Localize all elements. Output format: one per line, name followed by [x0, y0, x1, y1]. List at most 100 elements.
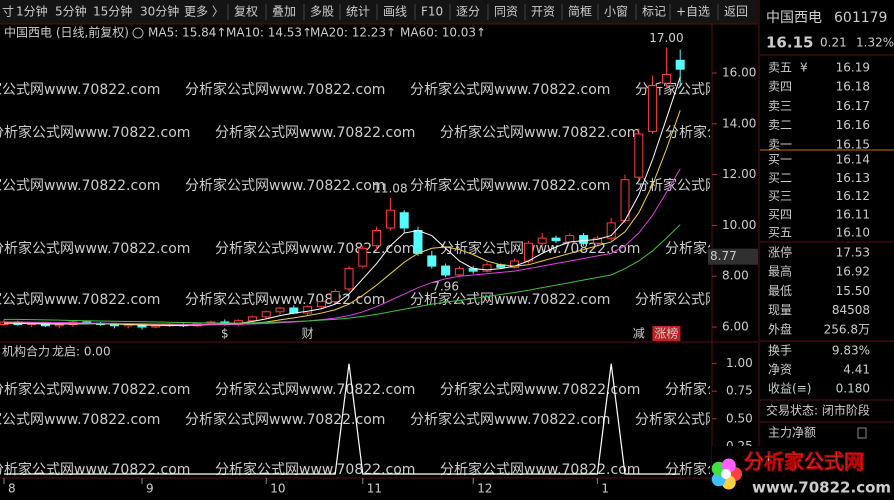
stock-code: 601179 — [834, 10, 887, 26]
buy-label: 买二 — [768, 171, 792, 185]
settings-icon — [132, 27, 144, 39]
stat-label: 换手 — [768, 344, 792, 358]
stat-value: 4.41 — [843, 363, 870, 377]
toolbar-button[interactable]: 标记 — [642, 5, 666, 19]
stat-value: 84508 — [832, 303, 870, 317]
watermark-text: 分析家公式网www.70822.com — [185, 411, 385, 428]
toolbar-button[interactable]: 返回 — [724, 5, 748, 19]
main-net: 主力净额 — [768, 426, 816, 440]
y-tick-label: 16.00 — [722, 65, 756, 79]
watermark-text: 分析家公式网www.70822.com — [665, 381, 865, 398]
toolbar-button[interactable]: 多股 — [310, 5, 334, 19]
buy-price: 16.14 — [836, 153, 870, 167]
candle-body — [247, 316, 257, 322]
y-tick-label: 6.00 — [722, 320, 749, 334]
logo-bg — [712, 446, 894, 500]
logo-url: www.70822.com — [752, 479, 891, 497]
buy-label: 买三 — [768, 189, 792, 203]
candle-body — [523, 242, 533, 262]
candle-body — [385, 209, 395, 229]
candle-body — [579, 235, 589, 244]
logo: 分析家公式网 www.70822.com — [711, 446, 894, 500]
sell-label: 卖一 — [768, 137, 792, 151]
buy-price: 16.11 — [836, 207, 870, 221]
candle-body — [648, 85, 658, 132]
watermark-text: 分析家公式网www.70822.com — [410, 291, 610, 308]
watermark-text: 分析家公式网www.70822.com — [665, 240, 865, 257]
toolbar-button[interactable]: 开资 — [531, 5, 555, 19]
watermark-text: 分析家公式网www.70822.com — [635, 291, 835, 308]
candle-body — [413, 230, 423, 254]
price: 16.15 — [766, 34, 813, 52]
toolbar-button[interactable]: F10 — [421, 5, 443, 19]
stat-value: 16.92 — [836, 265, 870, 279]
toolbar-button[interactable]: 同资 — [494, 5, 518, 19]
toolbar-button[interactable]: 30分钟 — [140, 4, 179, 19]
candle-body — [592, 237, 602, 244]
toolbar-button[interactable]: 1分钟 — [16, 4, 48, 19]
candle-body — [330, 290, 340, 303]
candle-body — [109, 324, 119, 327]
buy-label: 买五 — [768, 226, 792, 240]
toolbar-button[interactable]: 简框 — [568, 5, 592, 19]
candle-body — [399, 212, 409, 229]
stat-label: 净资 — [768, 363, 792, 377]
toolbar-button[interactable]: +自选 — [676, 5, 710, 19]
toolbar-button[interactable]: 叠加 — [272, 5, 296, 19]
toolbar-button[interactable]: 15分钟 — [93, 4, 132, 19]
signal-box — [652, 326, 681, 341]
watermark-text: 分析家公式网www.70822.com — [0, 291, 160, 308]
buy-label: 买一 — [768, 153, 792, 167]
percent: 1.32% — [856, 36, 894, 50]
candle-body — [537, 237, 547, 244]
indicator-title: 机构合力 — [2, 344, 50, 359]
watermark-text: 分析家公式网www.70822.com — [185, 177, 385, 194]
chart-title: 中国西电 (日线,前复权) — [4, 25, 129, 40]
candle-body — [372, 230, 382, 247]
toolbar-button[interactable]: 统计 — [346, 5, 370, 19]
toolbar-button[interactable]: 小窗 — [604, 5, 628, 19]
candle-body — [551, 237, 561, 242]
watermark-text: 分析家公式网www.70822.com — [410, 81, 610, 98]
watermark-text: 分析家公式网www.70822.com — [215, 124, 415, 141]
legend-entry: MA20: 12.23↑ — [310, 26, 396, 40]
stock-name: 中国西电 — [766, 10, 822, 26]
watermark-text: 分析家公式网www.70822.com — [215, 461, 415, 478]
watermark-text: 分析家公式网www.70822.com — [0, 81, 160, 98]
sell-price: 16.19 — [836, 61, 870, 75]
buy-label: 买四 — [768, 207, 792, 221]
stat-value: 9.83% — [832, 344, 870, 358]
watermark-text: 分析家公式网www.70822.com — [0, 411, 160, 428]
logo-title: 分析家公式网 — [744, 450, 864, 474]
y-tick-label: 1.00 — [726, 356, 753, 370]
toolbar-button[interactable]: 更多 〉 — [184, 5, 224, 19]
sell-label: 卖五 — [768, 61, 792, 75]
change: 0.21 — [820, 36, 847, 50]
buy-price: 16.12 — [836, 189, 870, 203]
price-annotation: 17.00 — [649, 31, 683, 45]
price-annotation: 11.08 — [373, 181, 407, 195]
toolbar-button[interactable]: 复权 — [234, 5, 258, 19]
sell-price: 16.18 — [836, 80, 870, 94]
stat-label: 最低 — [768, 284, 792, 298]
candle-body — [303, 306, 313, 314]
buy-price: 16.13 — [836, 171, 870, 185]
sell-label: 卖三 — [768, 99, 792, 113]
logo-petal — [721, 458, 736, 473]
stat-value: 15.50 — [836, 284, 870, 298]
current-price-box — [708, 248, 758, 265]
candle-body — [275, 307, 285, 313]
signal-marker: 减 — [633, 327, 645, 341]
toolbar-button[interactable]: 画线 — [383, 5, 407, 19]
signal-marker: 涨榜 — [654, 326, 678, 341]
toolbar-button[interactable]: 5分钟 — [55, 4, 87, 19]
legend-entry: MA5: 15.84↑ — [148, 26, 226, 40]
ma-line — [4, 168, 681, 325]
indicator-line — [4, 363, 681, 475]
stat-label: 收益(≡) — [768, 382, 811, 396]
price-annotation: 7.96 — [432, 280, 459, 294]
net-icon — [857, 427, 867, 439]
toolbar-button[interactable]: 逐分 — [456, 5, 480, 19]
toolbar-button[interactable]: 寸 — [2, 5, 14, 19]
